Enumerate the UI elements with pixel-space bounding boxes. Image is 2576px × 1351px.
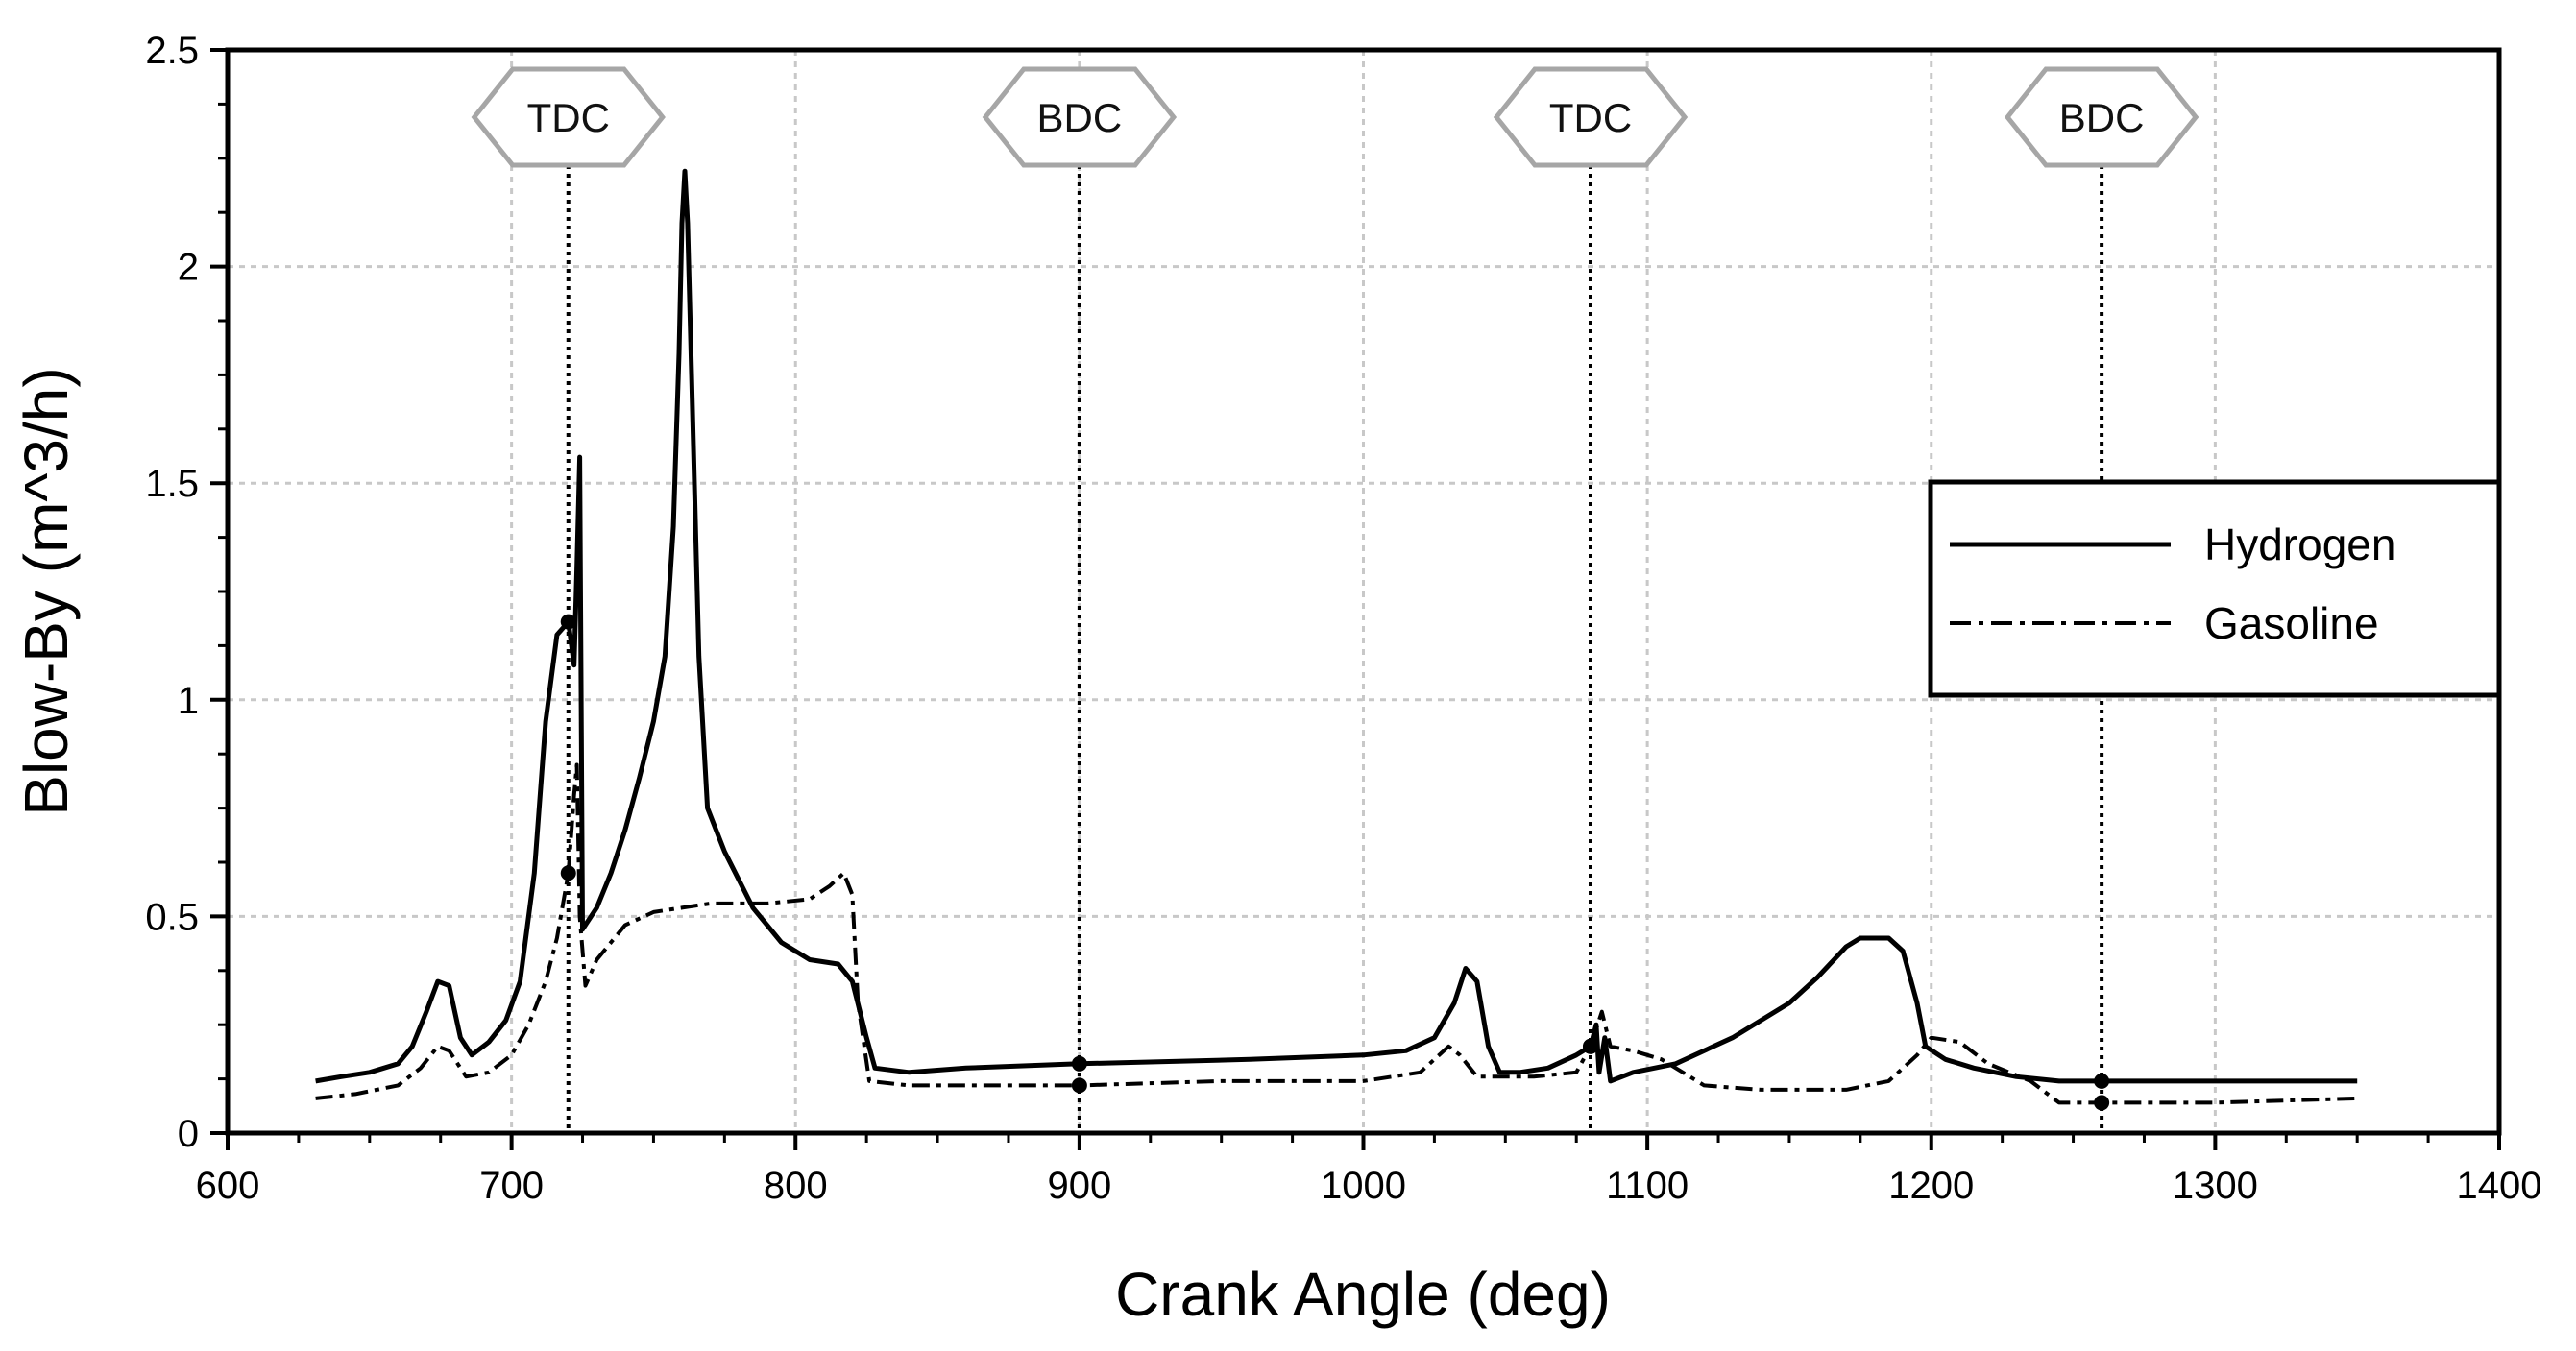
x-tick-label: 1200	[1888, 1165, 1974, 1207]
series-line-hydrogen	[315, 168, 2358, 1084]
y-tick-label: 0.5	[145, 896, 199, 938]
event-marker-label: TDC	[527, 95, 610, 140]
y-tick-label: 2.5	[145, 30, 199, 72]
x-tick-label: 800	[764, 1165, 828, 1207]
legend: Hydrogen Gasoline	[1928, 479, 2502, 698]
series-point-hydrogen	[1071, 1055, 1087, 1072]
x-tick-label: 1300	[2173, 1165, 2258, 1207]
y-tick-label: 0	[178, 1113, 199, 1155]
x-tick-label: 900	[1048, 1165, 1112, 1207]
series-point-gasoline	[1071, 1077, 1087, 1094]
y-tick-label: 2	[178, 247, 199, 289]
series-point-gasoline	[1583, 1038, 1598, 1054]
series-point-hydrogen	[560, 614, 576, 630]
x-axis-title: Crank Angle (deg)	[1115, 1260, 1611, 1329]
event-marker-label: BDC	[1037, 95, 1123, 140]
event-marker-badge	[2004, 66, 2199, 168]
x-tick-label: 600	[196, 1165, 260, 1207]
event-marker-badge	[982, 66, 1178, 168]
x-tick-label: 700	[479, 1165, 544, 1207]
tick-labels: 600 700 800 900 1000 1100 1200 1300 1400 0 0.5 1 1.5…	[145, 30, 2541, 1207]
legend-box	[1928, 479, 2502, 698]
y-axis-title: Blow-By (m^3/h)	[12, 367, 81, 815]
event-marker-badge	[1493, 66, 1689, 168]
series-point-gasoline	[560, 865, 576, 881]
x-tick-label: 1100	[1606, 1165, 1689, 1207]
event-marker-label: BDC	[2059, 95, 2145, 140]
marker-points	[560, 614, 2110, 1111]
series-point-gasoline	[2094, 1095, 2110, 1111]
y-tick-label: 1.5	[145, 463, 199, 505]
x-tick-label: 1400	[2457, 1165, 2542, 1207]
event-marker-label: TDC	[1549, 95, 1632, 140]
series-line-gasoline	[315, 762, 2358, 1105]
x-tick-label: 1000	[1321, 1165, 1406, 1207]
axis-ticks	[210, 48, 2501, 1150]
event-markers: TDC BDC TDC BDC	[471, 66, 2199, 1133]
legend-label-hydrogen: Hydrogen	[2204, 519, 2395, 569]
y-tick-label: 1	[178, 680, 199, 722]
series-point-hydrogen	[2094, 1073, 2110, 1089]
event-marker-badge	[471, 66, 666, 168]
series-lines	[315, 168, 2358, 1105]
legend-label-gasoline: Gasoline	[2204, 598, 2379, 648]
